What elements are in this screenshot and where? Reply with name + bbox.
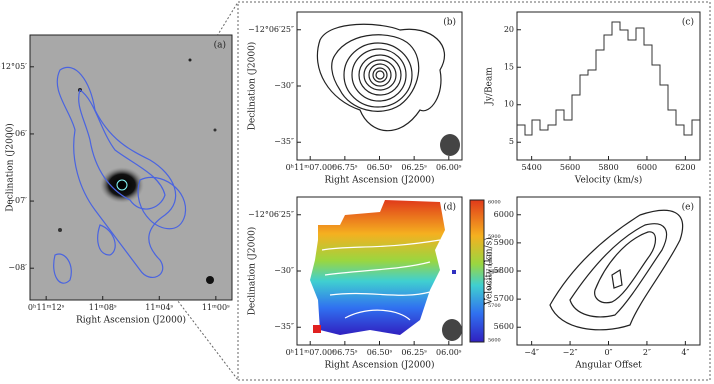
y-tick-label: 20	[504, 25, 514, 34]
y-tick-label: 5600	[494, 322, 514, 331]
x-tick-label: 11ᵐ08ˢ	[89, 303, 117, 312]
y-tick-label: 5700	[494, 294, 514, 303]
panel-e	[516, 196, 701, 346]
x-axis-label: Right Ascension (J2000)	[324, 360, 434, 371]
x-tick-label: 6200	[675, 163, 695, 172]
y-tick-label: −12°05′	[0, 62, 27, 71]
panel-b	[296, 11, 463, 161]
y-tick-label: −35″	[274, 322, 294, 331]
y-tick-label: −30″	[274, 266, 294, 275]
x-tick-label: 06.00ˢ	[436, 348, 462, 357]
panel-label: (a)	[214, 40, 226, 51]
y-tick-label: −07′	[8, 196, 27, 205]
x-tick-label: 0ʰ11ᵐ07.00ˢ	[286, 348, 336, 357]
colorbar-tick-label: 5600	[488, 338, 501, 344]
x-axis-label: Right Ascension (J2000)	[76, 315, 186, 326]
x-tick-label: 0″	[604, 348, 612, 357]
y-tick-label: −35″	[274, 137, 294, 146]
x-tick-label: 06.50ˢ	[367, 348, 393, 357]
panel-label: (d)	[443, 202, 456, 213]
x-tick-label: 6000	[637, 163, 657, 172]
x-tick-label: 06.00ˢ	[436, 163, 462, 172]
x-axis-label: Right Ascension (J2000)	[324, 175, 434, 186]
x-tick-label: 06.75ˢ	[332, 348, 358, 357]
panel-label: (b)	[443, 17, 456, 28]
x-tick-label: 06.25ˢ	[401, 163, 427, 172]
x-tick-label: 0ʰ11ᵐ12ˢ	[28, 303, 65, 312]
panel-label: (c)	[682, 17, 694, 28]
colorbar-tick-label: 5700	[488, 303, 501, 309]
x-axis-label: Angular Offset	[574, 361, 642, 371]
x-tick-label: 06.75ˢ	[332, 163, 358, 172]
x-tick-label: 5600	[560, 163, 580, 172]
colorbar	[469, 199, 485, 343]
x-tick-label: 0ʰ11ᵐ07.00ˢ	[286, 163, 336, 172]
x-tick-label: 5400	[521, 163, 541, 172]
x-tick-label: 11ᵐ00ˢ	[202, 303, 230, 312]
zoom-box	[237, 1, 711, 381]
beam	[442, 319, 462, 341]
velocity-field	[310, 200, 445, 335]
y-tick-label: 5900	[494, 238, 514, 247]
y-tick-label: 6000	[494, 210, 514, 219]
x-tick-label: 06.25ˢ	[401, 348, 427, 357]
panel-c	[516, 11, 701, 161]
x-tick-label: 11ᵐ04ˢ	[145, 303, 173, 312]
y-tick-label: 5800	[494, 266, 514, 275]
colorbar-label: Velocity (km/s)	[487, 252, 494, 291]
panel-label: (e)	[682, 202, 694, 213]
panel-d	[296, 196, 485, 346]
y-axis-label: Jy/Beam	[485, 67, 495, 106]
y-tick-label: 15	[504, 62, 514, 71]
y-tick-label: 10	[504, 100, 514, 109]
colorbar-tick-label: 5900	[488, 234, 501, 240]
x-tick-label: 2″	[643, 348, 651, 357]
y-tick-label: −30″	[274, 81, 294, 90]
x-axis-label: Velocity (km/s)	[574, 175, 642, 186]
colorbar-tick-label: 5800	[488, 269, 501, 275]
panel-a	[29, 34, 233, 301]
y-axis-label: Declination (J2000)	[5, 123, 16, 212]
colorbar-tick-label: 6000	[488, 200, 501, 206]
y-axis-label: Declination (J2000)	[247, 42, 258, 131]
y-tick-label: 5	[509, 137, 514, 146]
galaxy	[100, 167, 144, 203]
y-axis-label: Declination (J2000)	[247, 227, 258, 316]
x-tick-label: 4″	[681, 348, 689, 357]
x-tick-label: 06.50ˢ	[367, 163, 393, 172]
y-tick-label: −12°06′25″	[248, 25, 294, 34]
x-tick-label: −4″	[524, 348, 539, 357]
y-axis-label: Velocity (km/s)	[484, 237, 495, 305]
y-tick-label: −12°06′25″	[248, 210, 294, 219]
x-tick-label: 5800	[598, 163, 618, 172]
beam	[440, 134, 460, 156]
y-tick-label: −08′	[8, 263, 27, 272]
optical-image	[30, 35, 232, 300]
y-tick-label: −06′	[8, 129, 27, 138]
x-tick-label: −2″	[563, 348, 578, 357]
